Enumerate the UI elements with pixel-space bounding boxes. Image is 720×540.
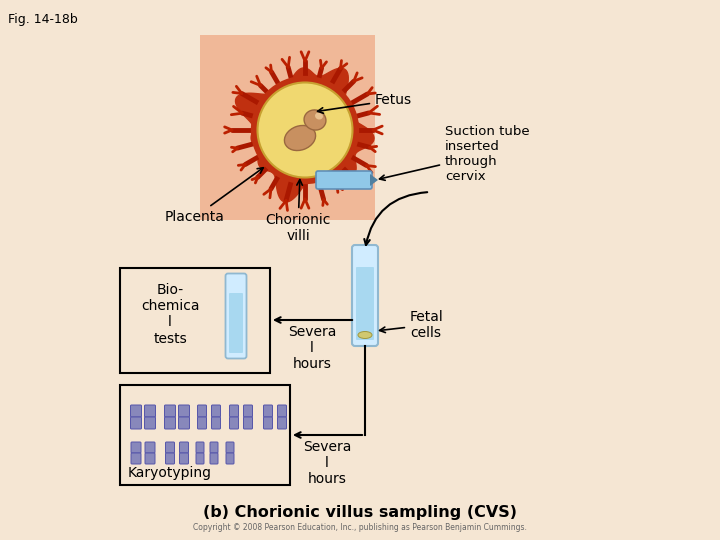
FancyBboxPatch shape bbox=[164, 417, 176, 429]
FancyBboxPatch shape bbox=[352, 245, 378, 346]
Text: Chorionic
villi: Chorionic villi bbox=[265, 180, 330, 243]
FancyBboxPatch shape bbox=[212, 417, 220, 429]
FancyBboxPatch shape bbox=[131, 442, 141, 453]
FancyBboxPatch shape bbox=[243, 405, 253, 417]
Text: Severa
l
hours: Severa l hours bbox=[303, 440, 351, 487]
Text: Placenta: Placenta bbox=[165, 168, 264, 224]
FancyBboxPatch shape bbox=[197, 417, 207, 429]
FancyBboxPatch shape bbox=[130, 405, 142, 417]
FancyBboxPatch shape bbox=[179, 417, 189, 429]
Bar bbox=[200, 35, 375, 220]
FancyBboxPatch shape bbox=[210, 453, 218, 464]
FancyBboxPatch shape bbox=[179, 405, 189, 417]
Text: Fig. 14-18b: Fig. 14-18b bbox=[8, 13, 78, 26]
Text: Fetal
cells: Fetal cells bbox=[379, 310, 444, 340]
FancyBboxPatch shape bbox=[145, 442, 155, 453]
FancyBboxPatch shape bbox=[179, 442, 189, 453]
FancyBboxPatch shape bbox=[230, 405, 238, 417]
Text: Severa
l
hours: Severa l hours bbox=[288, 325, 336, 372]
FancyBboxPatch shape bbox=[264, 405, 272, 417]
FancyBboxPatch shape bbox=[196, 442, 204, 453]
Bar bbox=[120, 268, 270, 373]
FancyBboxPatch shape bbox=[164, 405, 176, 417]
FancyBboxPatch shape bbox=[264, 417, 272, 429]
FancyBboxPatch shape bbox=[145, 453, 155, 464]
FancyBboxPatch shape bbox=[226, 453, 234, 464]
FancyBboxPatch shape bbox=[196, 453, 204, 464]
FancyBboxPatch shape bbox=[226, 442, 234, 453]
Polygon shape bbox=[235, 68, 374, 202]
FancyBboxPatch shape bbox=[230, 417, 238, 429]
FancyBboxPatch shape bbox=[145, 405, 156, 417]
Text: Karyotyping: Karyotyping bbox=[128, 466, 212, 480]
FancyBboxPatch shape bbox=[356, 267, 374, 340]
Text: Bio-
chemica
l
tests: Bio- chemica l tests bbox=[140, 283, 199, 346]
FancyBboxPatch shape bbox=[179, 453, 189, 464]
Bar bbox=[120, 385, 290, 485]
FancyBboxPatch shape bbox=[197, 405, 207, 417]
FancyBboxPatch shape bbox=[277, 405, 287, 417]
FancyBboxPatch shape bbox=[212, 405, 220, 417]
Polygon shape bbox=[370, 174, 378, 186]
Text: Copyright © 2008 Pearson Education, Inc., publishing as Pearson Benjamin Cumming: Copyright © 2008 Pearson Education, Inc.… bbox=[193, 523, 527, 532]
FancyBboxPatch shape bbox=[210, 442, 218, 453]
FancyBboxPatch shape bbox=[225, 273, 246, 359]
FancyBboxPatch shape bbox=[131, 453, 141, 464]
Ellipse shape bbox=[358, 332, 372, 339]
Ellipse shape bbox=[304, 110, 326, 130]
Ellipse shape bbox=[258, 83, 353, 178]
FancyBboxPatch shape bbox=[277, 417, 287, 429]
Text: Suction tube
inserted
through
cervix: Suction tube inserted through cervix bbox=[379, 125, 530, 183]
FancyBboxPatch shape bbox=[316, 171, 372, 189]
FancyBboxPatch shape bbox=[229, 293, 243, 353]
FancyBboxPatch shape bbox=[243, 417, 253, 429]
Text: (b) Chorionic villus sampling (CVS): (b) Chorionic villus sampling (CVS) bbox=[203, 505, 517, 520]
FancyBboxPatch shape bbox=[166, 442, 174, 453]
Ellipse shape bbox=[315, 112, 323, 119]
Text: Fetus: Fetus bbox=[318, 93, 412, 113]
FancyBboxPatch shape bbox=[166, 453, 174, 464]
Ellipse shape bbox=[284, 125, 315, 151]
FancyBboxPatch shape bbox=[145, 417, 156, 429]
FancyBboxPatch shape bbox=[130, 417, 142, 429]
